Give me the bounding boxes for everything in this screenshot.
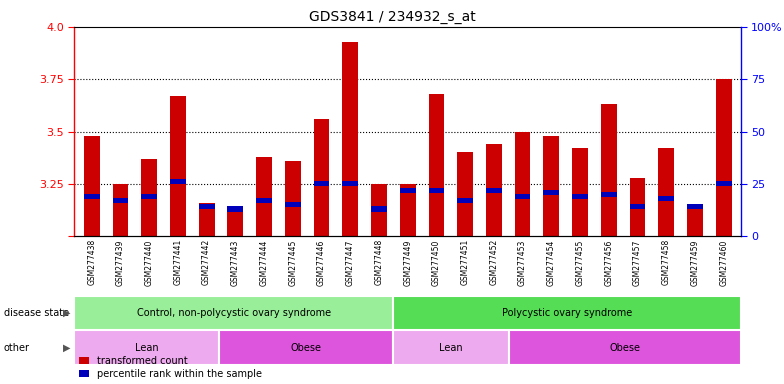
Text: GSM277441: GSM277441	[173, 239, 183, 285]
Bar	[514, 131, 531, 236]
Bar	[601, 192, 617, 197]
Bar	[74, 296, 394, 330]
Text: GSM277438: GSM277438	[87, 239, 96, 285]
Text: GSM277459: GSM277459	[691, 239, 699, 286]
Bar	[113, 184, 129, 236]
Bar	[543, 190, 559, 195]
Text: other: other	[4, 343, 30, 353]
Text: GSM277440: GSM277440	[145, 239, 154, 286]
Bar	[371, 184, 387, 236]
Bar	[687, 204, 702, 210]
Legend: transformed count, percentile rank within the sample: transformed count, percentile rank withi…	[79, 356, 262, 379]
Bar	[394, 296, 741, 330]
Bar	[285, 202, 301, 207]
Bar	[509, 330, 741, 365]
Bar	[716, 79, 731, 236]
Text: Lean: Lean	[439, 343, 463, 353]
Text: GSM277454: GSM277454	[546, 239, 556, 286]
Bar	[457, 152, 473, 236]
Text: GSM277451: GSM277451	[461, 239, 470, 285]
Text: disease state: disease state	[4, 308, 69, 318]
Text: GDS3841 / 234932_s_at: GDS3841 / 234932_s_at	[309, 10, 475, 23]
Text: GSM277443: GSM277443	[230, 239, 240, 286]
Text: GSM277450: GSM277450	[432, 239, 441, 286]
Text: GSM277456: GSM277456	[604, 239, 613, 286]
Text: GSM277460: GSM277460	[719, 239, 728, 286]
Bar	[343, 41, 358, 236]
Bar	[256, 198, 272, 203]
Bar	[429, 187, 445, 193]
Bar	[572, 148, 588, 236]
Text: Polycystic ovary syndrome: Polycystic ovary syndrome	[502, 308, 632, 318]
Bar	[572, 194, 588, 199]
Text: GSM277448: GSM277448	[375, 239, 383, 285]
Text: GSM277445: GSM277445	[289, 239, 297, 286]
Text: Lean: Lean	[135, 343, 158, 353]
Bar	[220, 330, 394, 365]
Bar	[543, 136, 559, 236]
Bar	[486, 144, 502, 236]
Text: Obese: Obese	[609, 343, 641, 353]
Bar	[601, 104, 617, 236]
Text: GSM277447: GSM277447	[346, 239, 354, 286]
Bar	[514, 194, 531, 199]
Bar	[486, 187, 502, 193]
Text: GSM277458: GSM277458	[662, 239, 670, 285]
Bar	[227, 209, 243, 236]
Bar	[227, 206, 243, 212]
Bar	[74, 330, 220, 365]
Bar	[394, 330, 509, 365]
Bar	[429, 94, 445, 236]
Text: ▶: ▶	[63, 308, 71, 318]
Bar	[400, 187, 416, 193]
Text: GSM277444: GSM277444	[260, 239, 269, 286]
Bar	[198, 204, 215, 210]
Bar	[314, 181, 329, 187]
Text: GSM277457: GSM277457	[633, 239, 642, 286]
Bar	[630, 204, 645, 210]
Text: GSM277442: GSM277442	[202, 239, 211, 285]
Bar	[630, 177, 645, 236]
Text: GSM277439: GSM277439	[116, 239, 125, 286]
Bar	[343, 181, 358, 187]
Bar	[84, 194, 100, 199]
Text: Control, non-polycystic ovary syndrome: Control, non-polycystic ovary syndrome	[136, 308, 331, 318]
Bar	[113, 198, 129, 203]
Bar	[400, 184, 416, 236]
Bar	[659, 148, 674, 236]
Bar	[170, 96, 186, 236]
Text: GSM277452: GSM277452	[489, 239, 499, 285]
Text: GSM277446: GSM277446	[317, 239, 326, 286]
Bar	[170, 179, 186, 184]
Bar	[256, 157, 272, 236]
Bar	[687, 207, 702, 236]
Text: GSM277453: GSM277453	[518, 239, 527, 286]
Bar	[141, 194, 157, 199]
Bar	[198, 203, 215, 236]
Text: ▶: ▶	[63, 343, 71, 353]
Text: GSM277449: GSM277449	[403, 239, 412, 286]
Text: GSM277455: GSM277455	[575, 239, 585, 286]
Bar	[285, 161, 301, 236]
Bar	[141, 159, 157, 236]
Text: Obese: Obese	[291, 343, 321, 353]
Bar	[314, 119, 329, 236]
Bar	[371, 206, 387, 212]
Bar	[716, 181, 731, 187]
Bar	[659, 196, 674, 201]
Bar	[457, 198, 473, 203]
Bar	[84, 136, 100, 236]
